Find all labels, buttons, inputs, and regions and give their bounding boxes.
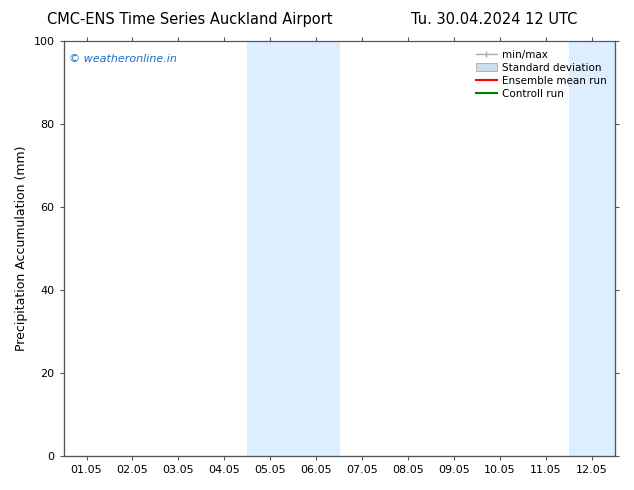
Y-axis label: Precipitation Accumulation (mm): Precipitation Accumulation (mm) xyxy=(15,146,28,351)
Text: © weatheronline.in: © weatheronline.in xyxy=(69,54,177,64)
Legend: min/max, Standard deviation, Ensemble mean run, Controll run: min/max, Standard deviation, Ensemble me… xyxy=(472,47,610,102)
Text: CMC-ENS Time Series Auckland Airport: CMC-ENS Time Series Auckland Airport xyxy=(48,12,333,27)
Bar xyxy=(247,41,339,456)
Bar xyxy=(569,41,634,456)
Text: Tu. 30.04.2024 12 UTC: Tu. 30.04.2024 12 UTC xyxy=(411,12,578,27)
